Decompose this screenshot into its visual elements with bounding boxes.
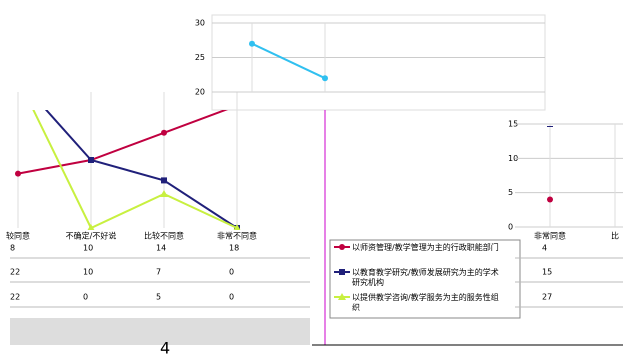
series-line [44, 110, 238, 229]
legend-label: 以师资管理/教学管理为主的行政职能部门 [352, 242, 499, 252]
plot [249, 40, 328, 82]
legend-box [329, 239, 521, 319]
x-tick-label: 非常同意 [534, 231, 566, 241]
marker [160, 190, 168, 197]
table-cell: 8 [10, 244, 15, 253]
y-tick-label: 25 [195, 53, 205, 62]
table-cell: 22 [10, 268, 20, 277]
marker [322, 75, 328, 82]
marker [88, 157, 94, 163]
page-number: 4 [160, 339, 170, 357]
y-tick-label: 20 [195, 88, 205, 97]
table-cell: 14 [156, 244, 166, 253]
marker [233, 224, 241, 230]
y-tick-label: 15 [508, 120, 518, 129]
y-tick-label: 0 [508, 223, 513, 232]
marker [87, 224, 95, 230]
table-cell: 15 [542, 268, 552, 277]
table-cell: 18 [229, 244, 239, 253]
table-cell: 0 [83, 293, 88, 302]
table-cell: 0 [229, 268, 234, 277]
marker [339, 269, 345, 275]
table-cell: 4 [542, 244, 547, 253]
marker [161, 129, 167, 136]
plot [14, 74, 241, 230]
y-tick-label: 5 [508, 188, 513, 197]
footer-bar [10, 318, 310, 345]
series-line [17, 110, 229, 175]
x-tick-label: 较同意 [6, 231, 30, 241]
x-tick-label: 不确定/不好说 [66, 231, 117, 241]
table-cell: 7 [156, 268, 161, 277]
marker [339, 244, 345, 250]
legend-label: 以提供教学咨询/教学服务为主的服务性组织 [352, 292, 499, 312]
table-cell: 0 [229, 293, 234, 302]
series-line [32, 110, 238, 230]
table-cell: 22 [10, 293, 20, 302]
marker [249, 40, 255, 47]
x-tick-label: 非常不同意 [217, 231, 257, 241]
y-tick-label: 30 [195, 19, 205, 28]
marker [338, 293, 346, 300]
marker [15, 75, 21, 81]
marker [546, 38, 554, 45]
table-cell: 10 [83, 244, 93, 253]
table-cell: 10 [83, 268, 93, 277]
top-plot-area [211, 14, 546, 111]
legend-label: 以教育教学研究/教师发展研究为主的学术研究机构 [352, 267, 499, 287]
marker [161, 177, 167, 184]
plot [546, 38, 554, 203]
table-cell: 27 [542, 293, 552, 302]
table-cell: 5 [156, 293, 161, 302]
marker [15, 170, 21, 177]
marker [14, 74, 22, 81]
y-tick-label: 10 [508, 154, 518, 163]
x-tick-label: 比 [611, 231, 619, 241]
series-line [251, 42, 326, 80]
marker [547, 126, 553, 127]
marker [547, 196, 553, 203]
x-tick-label: 比较不同意 [144, 231, 184, 241]
